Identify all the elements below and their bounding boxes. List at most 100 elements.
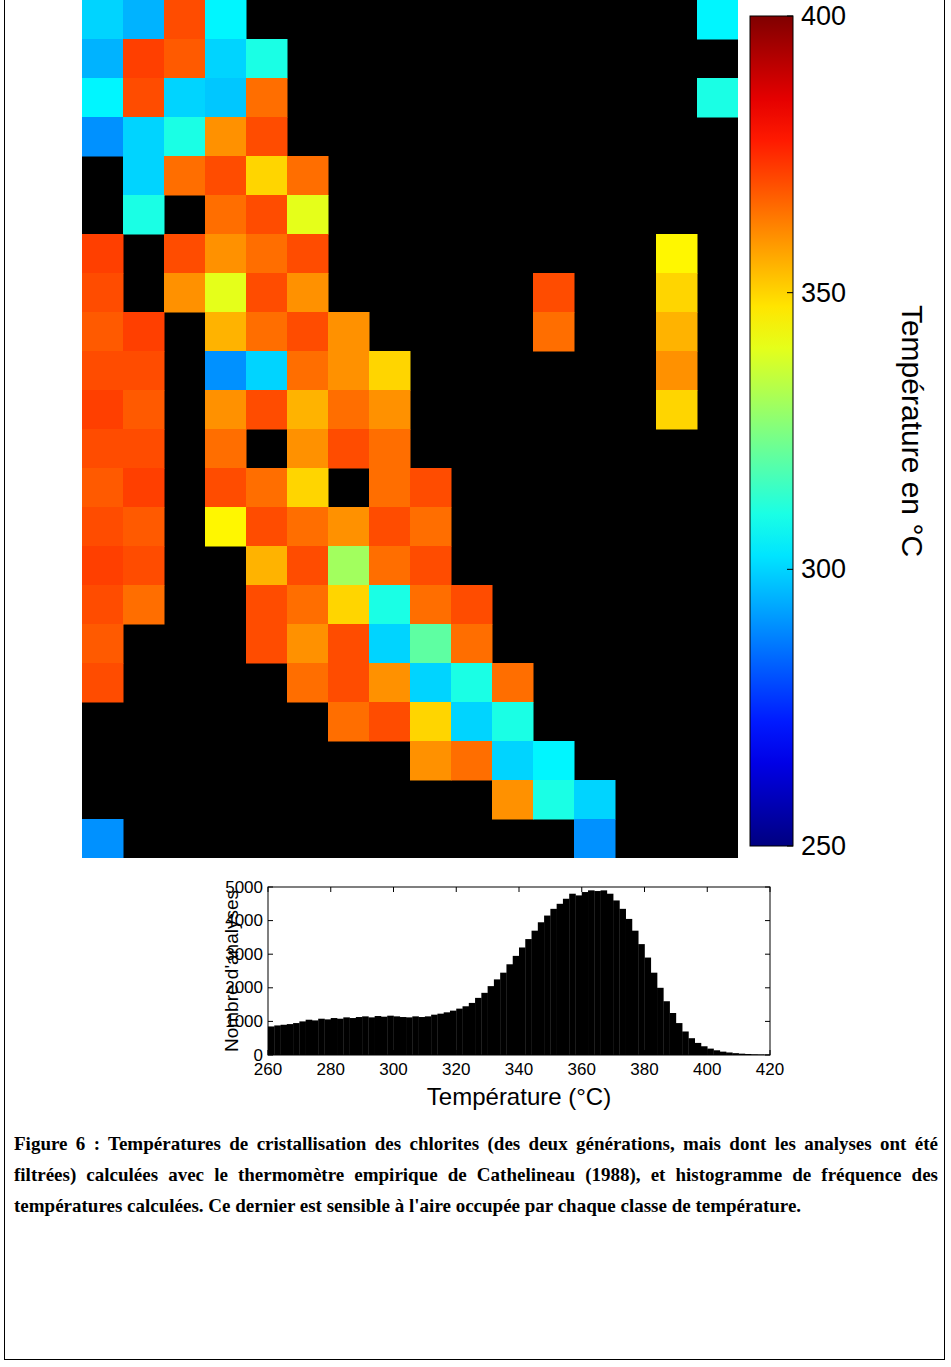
x-tick-label: 300 — [379, 1060, 407, 1079]
hist-bar — [425, 1016, 432, 1055]
map-cell — [328, 546, 370, 586]
hist-bar — [506, 964, 513, 1055]
hist-bar — [387, 1016, 394, 1055]
hist-bar — [513, 956, 520, 1055]
map-cell — [164, 0, 206, 40]
hist-bar — [375, 1016, 382, 1055]
map-cell — [697, 78, 738, 118]
map-cell — [164, 156, 206, 196]
hist-bar — [519, 947, 526, 1055]
hist-bar — [525, 939, 532, 1055]
map-cell — [82, 390, 124, 430]
map-cell — [328, 507, 370, 547]
map-cell — [287, 624, 329, 664]
x-tick-label: 320 — [442, 1060, 470, 1079]
map-cell — [205, 273, 247, 313]
map-cell — [287, 312, 329, 352]
map-cell — [246, 507, 288, 547]
hist-bar — [318, 1019, 325, 1055]
map-cell — [451, 702, 493, 742]
hist-bar — [682, 1031, 689, 1055]
map-cell — [123, 78, 165, 118]
hist-bar — [419, 1017, 426, 1055]
figure: 250300350400Température en °C26028030032… — [0, 0, 951, 1367]
x-tick-top — [581, 887, 582, 892]
map-cell — [287, 429, 329, 469]
hist-bar — [481, 993, 488, 1055]
hist-bar — [437, 1014, 444, 1055]
y-tick — [268, 987, 273, 988]
hist-bar — [582, 892, 589, 1055]
map-cell — [123, 39, 165, 79]
x-tick-label: 400 — [693, 1060, 721, 1079]
colorbar-tick — [787, 16, 793, 17]
y-tick-right — [765, 1055, 770, 1056]
map-cell — [82, 117, 124, 157]
map-cell — [82, 39, 124, 79]
map-cell — [205, 507, 247, 547]
x-tick — [770, 1050, 771, 1055]
hist-bar — [293, 1023, 300, 1055]
hist-bar — [406, 1017, 413, 1055]
hist-bar — [532, 931, 539, 1055]
y-tick — [268, 920, 273, 921]
map-cell — [328, 390, 370, 430]
colorbar-tick — [787, 846, 793, 847]
map-cell — [205, 156, 247, 196]
y-tick-right — [765, 987, 770, 988]
hist-bar — [569, 894, 576, 1055]
map-cell — [451, 741, 493, 781]
map-cell — [123, 429, 165, 469]
map-cell — [246, 624, 288, 664]
hist-bar — [450, 1011, 457, 1055]
map-cell — [205, 0, 247, 40]
hist-bar — [268, 1026, 275, 1055]
hist-bar — [500, 973, 507, 1055]
map-cell — [205, 78, 247, 118]
colorbar-tick — [787, 292, 793, 293]
map-cell — [369, 702, 411, 742]
hist-bar — [394, 1016, 401, 1055]
map-cell — [246, 585, 288, 625]
map-cell — [246, 117, 288, 157]
map-cell — [451, 663, 493, 703]
map-cell — [656, 234, 698, 274]
map-cell — [533, 780, 575, 820]
map-cell — [246, 156, 288, 196]
x-tick-label: 420 — [756, 1060, 784, 1079]
map-cell — [82, 0, 124, 40]
map-cell — [123, 117, 165, 157]
map-cell — [205, 117, 247, 157]
hist-bar — [695, 1043, 702, 1055]
map-cell — [123, 0, 165, 40]
map-cell — [369, 351, 411, 391]
map-cells — [82, 0, 738, 858]
map-background — [82, 0, 738, 858]
map-cell — [164, 39, 206, 79]
hist-bar — [651, 973, 658, 1055]
x-tick — [519, 1050, 520, 1055]
map-cell — [410, 624, 452, 664]
map-cell — [246, 390, 288, 430]
map-cell — [369, 585, 411, 625]
map-cell — [410, 702, 452, 742]
hist-bar — [626, 919, 633, 1055]
colorbar — [750, 16, 793, 846]
map-cell — [451, 624, 493, 664]
map-cell — [533, 741, 575, 781]
x-tick-top — [770, 887, 771, 892]
hist-bar — [707, 1049, 714, 1055]
map-cell — [205, 351, 247, 391]
hist-bar — [720, 1052, 727, 1055]
y-tick — [268, 1021, 273, 1022]
hist-bar — [670, 1013, 677, 1055]
hist-bars — [268, 890, 770, 1055]
hist-bar — [645, 958, 652, 1055]
map-cell — [574, 819, 616, 858]
map-cell — [123, 312, 165, 352]
map-cell — [82, 819, 124, 858]
map-cell — [164, 273, 206, 313]
hist-frame — [268, 887, 770, 1055]
map-cell — [328, 585, 370, 625]
map-cell — [410, 546, 452, 586]
